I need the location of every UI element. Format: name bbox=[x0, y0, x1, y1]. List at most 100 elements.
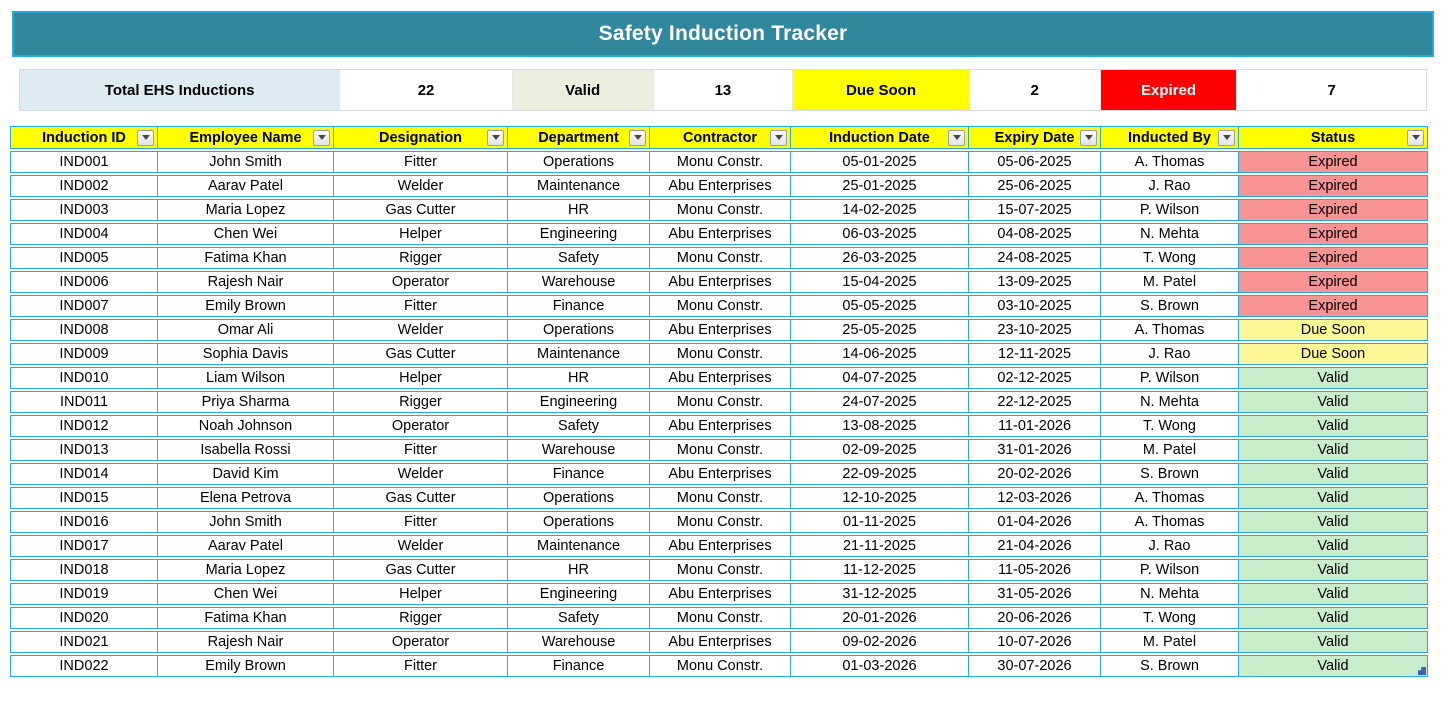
cell-department[interactable]: Engineering bbox=[507, 223, 649, 245]
cell-employee-name[interactable]: Liam Wilson bbox=[157, 367, 333, 389]
cell-status[interactable]: Valid bbox=[1238, 367, 1428, 389]
cell-induction-date[interactable]: 25-05-2025 bbox=[790, 319, 968, 341]
cell-induction-date[interactable]: 14-02-2025 bbox=[790, 199, 968, 221]
filter-dropdown-icon[interactable] bbox=[313, 129, 330, 146]
cell-employee-name[interactable]: Sophia Davis bbox=[157, 343, 333, 365]
cell-department[interactable]: Operations bbox=[507, 511, 649, 533]
cell-expiry-date[interactable]: 21-04-2026 bbox=[968, 535, 1100, 557]
cell-induction-date[interactable]: 05-01-2025 bbox=[790, 151, 968, 173]
cell-employee-name[interactable]: Rajesh Nair bbox=[157, 271, 333, 293]
cell-expiry-date[interactable]: 05-06-2025 bbox=[968, 151, 1100, 173]
cell-department[interactable]: Warehouse bbox=[507, 439, 649, 461]
cell-designation[interactable]: Rigger bbox=[333, 607, 507, 629]
cell-induction-id[interactable]: IND007 bbox=[10, 295, 157, 317]
cell-department[interactable]: Operations bbox=[507, 151, 649, 173]
cell-status[interactable]: Expired bbox=[1238, 295, 1428, 317]
cell-department[interactable]: Finance bbox=[507, 295, 649, 317]
cell-induction-id[interactable]: IND006 bbox=[10, 271, 157, 293]
cell-contractor[interactable]: Abu Enterprises bbox=[649, 319, 790, 341]
cell-department[interactable]: Warehouse bbox=[507, 271, 649, 293]
cell-expiry-date[interactable]: 11-01-2026 bbox=[968, 415, 1100, 437]
cell-expiry-date[interactable]: 02-12-2025 bbox=[968, 367, 1100, 389]
cell-designation[interactable]: Operator bbox=[333, 415, 507, 437]
cell-employee-name[interactable]: John Smith bbox=[157, 151, 333, 173]
cell-induction-date[interactable]: 20-01-2026 bbox=[790, 607, 968, 629]
cell-expiry-date[interactable]: 13-09-2025 bbox=[968, 271, 1100, 293]
cell-contractor[interactable]: Monu Constr. bbox=[649, 151, 790, 173]
cell-induction-id[interactable]: IND005 bbox=[10, 247, 157, 269]
cell-employee-name[interactable]: Isabella Rossi bbox=[157, 439, 333, 461]
cell-department[interactable]: Maintenance bbox=[507, 175, 649, 197]
cell-designation[interactable]: Helper bbox=[333, 583, 507, 605]
cell-status[interactable]: Valid bbox=[1238, 487, 1428, 509]
cell-contractor[interactable]: Monu Constr. bbox=[649, 655, 790, 677]
cell-status[interactable]: Valid bbox=[1238, 607, 1428, 629]
cell-expiry-date[interactable]: 12-03-2026 bbox=[968, 487, 1100, 509]
cell-status[interactable]: Expired bbox=[1238, 175, 1428, 197]
cell-employee-name[interactable]: Aarav Patel bbox=[157, 535, 333, 557]
cell-expiry-date[interactable]: 12-11-2025 bbox=[968, 343, 1100, 365]
cell-contractor[interactable]: Abu Enterprises bbox=[649, 367, 790, 389]
cell-induction-date[interactable]: 09-02-2026 bbox=[790, 631, 968, 653]
summary-total-label[interactable]: Total EHS Inductions bbox=[20, 70, 341, 110]
cell-induction-id[interactable]: IND015 bbox=[10, 487, 157, 509]
cell-inducted-by[interactable]: A. Thomas bbox=[1100, 151, 1238, 173]
cell-employee-name[interactable]: Emily Brown bbox=[157, 655, 333, 677]
cell-induction-date[interactable]: 15-04-2025 bbox=[790, 271, 968, 293]
cell-contractor[interactable]: Abu Enterprises bbox=[649, 583, 790, 605]
cell-designation[interactable]: Rigger bbox=[333, 391, 507, 413]
cell-inducted-by[interactable]: S. Brown bbox=[1100, 463, 1238, 485]
cell-contractor[interactable]: Abu Enterprises bbox=[649, 415, 790, 437]
cell-designation[interactable]: Welder bbox=[333, 463, 507, 485]
cell-induction-date[interactable]: 12-10-2025 bbox=[790, 487, 968, 509]
cell-contractor[interactable]: Monu Constr. bbox=[649, 391, 790, 413]
cell-contractor[interactable]: Abu Enterprises bbox=[649, 223, 790, 245]
cell-induction-date[interactable]: 22-09-2025 bbox=[790, 463, 968, 485]
cell-contractor[interactable]: Abu Enterprises bbox=[649, 535, 790, 557]
summary-total-value[interactable]: 22 bbox=[340, 70, 513, 110]
cell-designation[interactable]: Welder bbox=[333, 175, 507, 197]
cell-contractor[interactable]: Monu Constr. bbox=[649, 511, 790, 533]
cell-inducted-by[interactable]: P. Wilson bbox=[1100, 559, 1238, 581]
cell-induction-id[interactable]: IND003 bbox=[10, 199, 157, 221]
cell-induction-date[interactable]: 06-03-2025 bbox=[790, 223, 968, 245]
cell-induction-date[interactable]: 01-11-2025 bbox=[790, 511, 968, 533]
filter-dropdown-icon[interactable] bbox=[1407, 129, 1424, 146]
cell-status[interactable]: Due Soon bbox=[1238, 319, 1428, 341]
summary-valid-label[interactable]: Valid bbox=[512, 70, 654, 110]
cell-status[interactable]: Valid bbox=[1238, 463, 1428, 485]
cell-inducted-by[interactable]: J. Rao bbox=[1100, 343, 1238, 365]
cell-inducted-by[interactable]: M. Patel bbox=[1100, 439, 1238, 461]
cell-induction-id[interactable]: IND012 bbox=[10, 415, 157, 437]
cell-expiry-date[interactable]: 31-05-2026 bbox=[968, 583, 1100, 605]
cell-designation[interactable]: Fitter bbox=[333, 655, 507, 677]
cell-status[interactable]: Valid bbox=[1238, 439, 1428, 461]
cell-designation[interactable]: Gas Cutter bbox=[333, 487, 507, 509]
cell-induction-id[interactable]: IND016 bbox=[10, 511, 157, 533]
cell-induction-date[interactable]: 25-01-2025 bbox=[790, 175, 968, 197]
cell-expiry-date[interactable]: 03-10-2025 bbox=[968, 295, 1100, 317]
cell-induction-date[interactable]: 04-07-2025 bbox=[790, 367, 968, 389]
cell-induction-date[interactable]: 31-12-2025 bbox=[790, 583, 968, 605]
column-header-inducted-by[interactable]: Inducted By bbox=[1100, 126, 1238, 149]
cell-designation[interactable]: Operator bbox=[333, 631, 507, 653]
cell-status[interactable]: Valid bbox=[1238, 559, 1428, 581]
cell-induction-date[interactable]: 26-03-2025 bbox=[790, 247, 968, 269]
cell-expiry-date[interactable]: 25-06-2025 bbox=[968, 175, 1100, 197]
cell-status[interactable]: Valid bbox=[1238, 415, 1428, 437]
cell-induction-id[interactable]: IND017 bbox=[10, 535, 157, 557]
cell-induction-date[interactable]: 01-03-2026 bbox=[790, 655, 968, 677]
cell-department[interactable]: Operations bbox=[507, 319, 649, 341]
cell-expiry-date[interactable]: 24-08-2025 bbox=[968, 247, 1100, 269]
cell-designation[interactable]: Gas Cutter bbox=[333, 343, 507, 365]
cell-induction-id[interactable]: IND020 bbox=[10, 607, 157, 629]
cell-contractor[interactable]: Monu Constr. bbox=[649, 295, 790, 317]
cell-employee-name[interactable]: Aarav Patel bbox=[157, 175, 333, 197]
cell-induction-id[interactable]: IND002 bbox=[10, 175, 157, 197]
cell-induction-date[interactable]: 11-12-2025 bbox=[790, 559, 968, 581]
cell-status[interactable]: Expired bbox=[1238, 223, 1428, 245]
cell-inducted-by[interactable]: J. Rao bbox=[1100, 535, 1238, 557]
cell-expiry-date[interactable]: 20-06-2026 bbox=[968, 607, 1100, 629]
cell-designation[interactable]: Fitter bbox=[333, 295, 507, 317]
cell-status[interactable]: Due Soon bbox=[1238, 343, 1428, 365]
